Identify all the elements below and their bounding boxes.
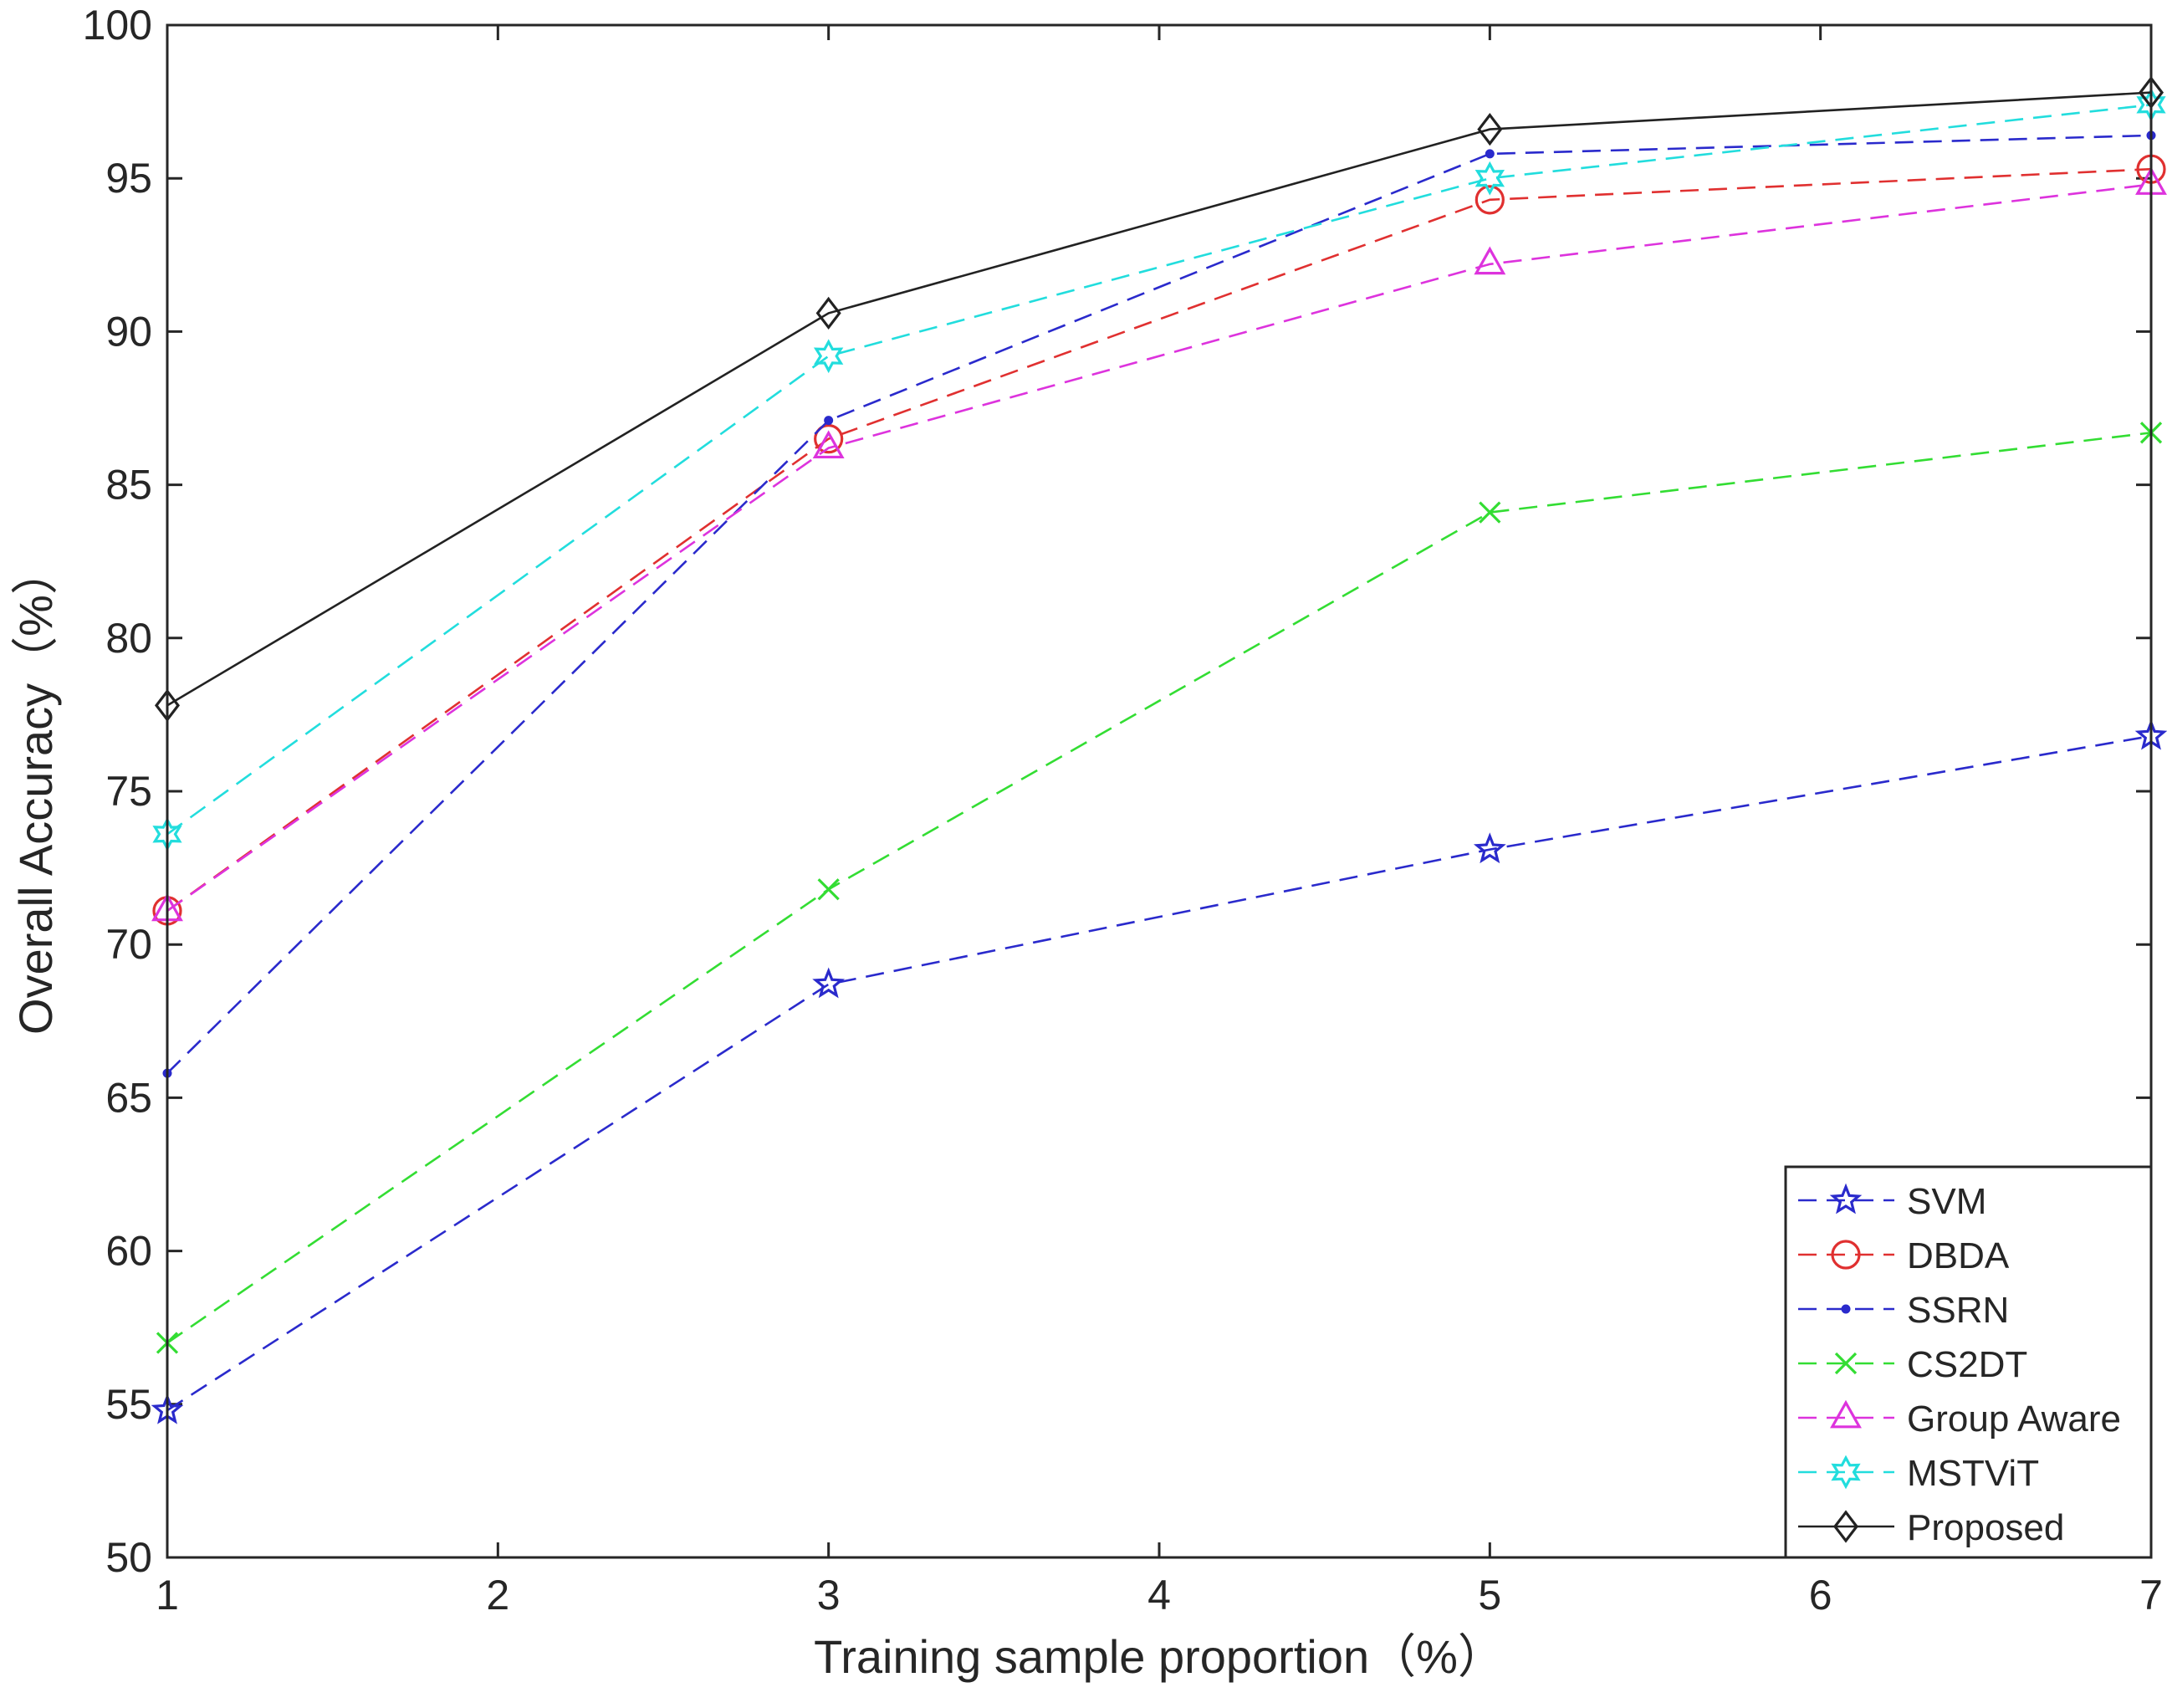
legend-marker-ssrn [1841, 1304, 1851, 1314]
data-point-svm [812, 967, 846, 999]
legend-marker-cs2dt [1834, 1352, 1858, 1375]
legend-marker-mstvit [1831, 1455, 1861, 1490]
data-point-group-aware [812, 430, 845, 459]
x-tick-label: 2 [486, 1572, 509, 1619]
legend-item-cs2dt: CS2DT [1798, 1344, 2027, 1385]
legend-item-ssrn: SSRN [1798, 1290, 2009, 1331]
y-tick-label: 50 [105, 1534, 152, 1581]
axis-ticks: 1 2 3 4 5 6 7 50 55 60 65 70 75 80 85 90 95 100 [83, 2, 2163, 1619]
legend-marker-dbda [1831, 1240, 1861, 1270]
y-tick-label: 70 [105, 921, 152, 968]
series-mstvit [152, 87, 2166, 851]
legend-marker-group-aware [1830, 1399, 1862, 1429]
data-point-cs2dt [1479, 501, 1501, 524]
legend-label: DBDA [1907, 1235, 2010, 1276]
y-tick-label: 75 [105, 768, 152, 815]
legend-label: SSRN [1907, 1290, 2009, 1331]
data-point-cs2dt [817, 878, 840, 901]
data-point-dbda [1474, 185, 1505, 215]
series-line-dbda [166, 167, 2152, 912]
legend-label: CS2DT [1907, 1344, 2027, 1385]
y-tick-label: 100 [83, 2, 152, 49]
y-tick-label: 85 [105, 462, 152, 509]
series-line-group-aware [166, 183, 2152, 912]
legend-item-group-aware: Group Aware [1798, 1399, 2121, 1440]
data-point-proposed [1477, 112, 1503, 146]
x-tick-label: 4 [1147, 1572, 1171, 1619]
series-dbda [152, 154, 2166, 926]
y-tick-label: 90 [105, 308, 152, 355]
legend-label: SVM [1907, 1181, 1986, 1222]
series-line-mstvit [166, 104, 2152, 836]
series-group-aware [151, 166, 2167, 922]
series-line-proposed [166, 91, 2152, 707]
data-point-dbda [814, 424, 844, 454]
legend-item-mstvit: MSTViT [1798, 1453, 2039, 1494]
legend-item-dbda: DBDA [1798, 1235, 2010, 1276]
series-ssrn [162, 130, 2156, 1078]
x-tick-label: 1 [156, 1572, 179, 1619]
series-line-svm [166, 734, 2152, 1412]
series-svm [151, 718, 2167, 1424]
legend-marker-svm [1829, 1183, 1863, 1215]
series-line-ssrn [166, 134, 2152, 1075]
y-tick-label: 80 [105, 615, 152, 662]
data-point-ssrn [1485, 149, 1495, 159]
legend-label: Proposed [1907, 1507, 2064, 1548]
x-tick-label: 3 [817, 1572, 841, 1619]
data-point-group-aware [1474, 246, 1506, 275]
legend: SVM DBDA SSRN CS2DT Group Aware MSTViT Propose… [1784, 1165, 2153, 1559]
x-axis-label: Training sample proportion（%） [814, 1630, 1505, 1683]
data-point-mstvit [813, 339, 844, 374]
y-tick-label: 55 [105, 1381, 152, 1428]
data-point-mstvit [1474, 161, 1505, 196]
y-tick-label: 60 [105, 1228, 152, 1275]
plot-frame [166, 23, 2153, 1559]
x-tick-label: 6 [1809, 1572, 1832, 1619]
legend-label: MSTViT [1907, 1453, 2039, 1494]
legend-label: Group Aware [1907, 1399, 2121, 1440]
series-cs2dt [156, 422, 2163, 1354]
data-point-proposed [815, 296, 841, 330]
legend-marker-proposed [1832, 1510, 1859, 1543]
series-layer [151, 75, 2167, 1424]
data-point-ssrn [824, 416, 834, 426]
legend-item-svm: SVM [1798, 1181, 1986, 1222]
x-tick-label: 7 [2139, 1572, 2163, 1619]
legend-item-proposed: Proposed [1798, 1507, 2064, 1548]
y-tick-label: 65 [105, 1074, 152, 1121]
y-tick-label: 95 [105, 155, 152, 202]
y-axis-label: Overall Accuracy（%） [9, 548, 62, 1035]
x-tick-label: 5 [1478, 1572, 1501, 1619]
data-point-svm [1473, 832, 1506, 864]
series-line-cs2dt [166, 432, 2152, 1344]
